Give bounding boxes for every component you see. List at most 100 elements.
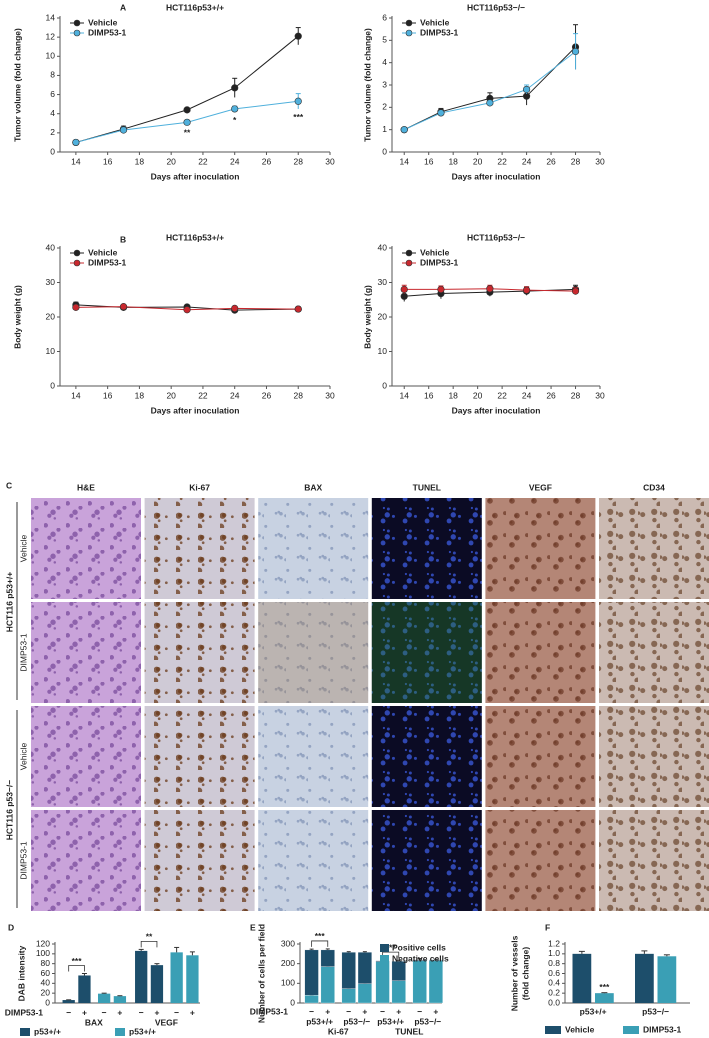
data-point <box>231 304 239 312</box>
legend-label: Vehicle <box>420 247 450 257</box>
x-tick-label: 16 <box>103 156 113 166</box>
micrograph <box>31 706 141 807</box>
bar-segment <box>357 952 372 984</box>
chart-title: HCT116p53−/− <box>467 2 525 12</box>
bar-segment <box>357 983 372 1004</box>
micrograph <box>371 706 482 807</box>
micrograph <box>485 810 596 911</box>
x-tick-label: 18 <box>448 390 458 400</box>
bar <box>97 993 111 1003</box>
legend-label: Positive cells <box>392 942 446 952</box>
bar-segment <box>320 949 335 967</box>
series-line <box>404 51 576 131</box>
treatment-sign: − <box>174 1007 179 1017</box>
micrograph <box>485 602 596 703</box>
x-tick-label: 14 <box>400 156 410 166</box>
x-tick-label: 18 <box>135 156 145 166</box>
bar-segment <box>428 960 443 1004</box>
data-point <box>294 32 302 40</box>
data-point <box>400 126 408 134</box>
treatment-sign: + <box>82 1007 87 1017</box>
data-point <box>522 286 531 294</box>
y-tick-label: 80 <box>41 958 51 968</box>
significance-label: *** <box>315 931 326 941</box>
micrograph <box>485 706 596 807</box>
data-point <box>400 285 408 294</box>
column-header: VEGF <box>529 482 552 492</box>
micrograph-overlay <box>258 602 369 703</box>
treatment-label: DIMP53-1 <box>5 1007 44 1017</box>
x-axis-label: Days after inoculation <box>452 171 541 181</box>
bar <box>635 953 654 1003</box>
y-tick-label: 40 <box>41 978 51 988</box>
y-tick-label: 0.6 <box>548 968 560 978</box>
category-label: BAX <box>85 1017 103 1027</box>
bar <box>78 975 91 1003</box>
legend-swatch <box>545 1026 561 1034</box>
bar-segment <box>320 966 335 1004</box>
row-label: DIMP53-1 <box>18 841 28 880</box>
genotype-label: p53+/+ <box>306 1016 333 1026</box>
y-tick-label: 0.4 <box>548 978 560 988</box>
column-header: BAX <box>304 482 322 492</box>
data-point <box>183 118 191 126</box>
significance-label: *** <box>386 942 397 952</box>
panel-letter: E <box>250 922 256 932</box>
y-tick-label: 10 <box>46 51 56 61</box>
x-tick-label: 28 <box>294 390 304 400</box>
data-point <box>183 106 191 114</box>
bar <box>113 996 127 1003</box>
y-tick-label: 300 <box>281 938 295 948</box>
x-tick-label: 16 <box>424 390 434 400</box>
data-point <box>400 292 408 300</box>
x-tick-label: 28 <box>571 390 581 400</box>
x-axis-label: Days after inoculation <box>151 171 240 181</box>
y-tick-label: 40 <box>378 242 388 252</box>
y-tick-label: 6 <box>50 89 55 99</box>
data-point <box>522 85 531 94</box>
y-tick-label: 0 <box>50 380 55 390</box>
legend-marker <box>73 249 81 257</box>
y-tick-label: 4 <box>50 108 55 118</box>
chart-title: HCT116p53−/− <box>467 232 525 242</box>
legend-label: DIMP53-1 <box>88 27 127 37</box>
data-point <box>119 303 128 311</box>
x-tick-label: 16 <box>103 390 113 400</box>
x-tick-label: 26 <box>546 390 556 400</box>
bar-segment <box>304 949 319 996</box>
micrograph <box>599 706 709 807</box>
significance-label: ** <box>184 127 191 137</box>
y-tick-label: 14 <box>46 12 56 22</box>
legend-swatch <box>380 955 389 963</box>
x-axis-label: Days after inoculation <box>452 405 541 415</box>
x-tick-label: 16 <box>424 156 434 166</box>
y-tick-label: 0.0 <box>548 997 560 1007</box>
micrograph <box>371 498 482 599</box>
legend-label: DIMP53-1 <box>643 1024 682 1034</box>
bar-segment <box>391 961 406 981</box>
micrograph <box>144 706 255 807</box>
micrograph <box>258 706 369 807</box>
micrograph <box>599 602 709 703</box>
series-line <box>404 46 576 131</box>
treatment-sign: + <box>117 1007 122 1017</box>
significance-label: * <box>233 115 237 125</box>
panel-letter: D <box>8 922 14 932</box>
x-tick-label: 14 <box>71 390 81 400</box>
bar <box>186 955 199 1003</box>
x-tick-label: 26 <box>262 390 272 400</box>
y-tick-label: 0 <box>290 997 295 1007</box>
x-tick-label: 18 <box>135 390 145 400</box>
micrograph <box>485 498 596 599</box>
y-tick-label: 100 <box>281 978 295 988</box>
y-tick-label: 20 <box>46 311 56 321</box>
bar-segment <box>391 980 406 1004</box>
category-label: Ki-67 <box>328 1026 349 1036</box>
x-tick-label: 26 <box>262 156 272 166</box>
bar <box>135 950 148 1003</box>
y-axis-label: (fold change) <box>520 947 530 1001</box>
legend-swatch <box>20 1028 30 1036</box>
data-point <box>294 97 302 105</box>
x-tick-label: 30 <box>595 390 605 400</box>
